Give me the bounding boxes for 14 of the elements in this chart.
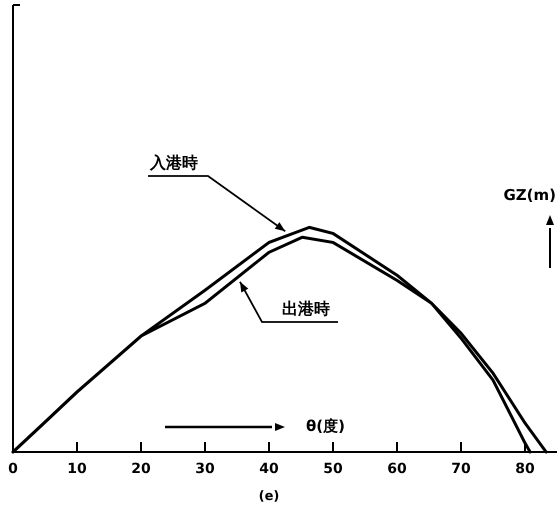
x-tick-label: 80 xyxy=(515,461,535,477)
y-axis-title: GZ(m) xyxy=(503,186,556,204)
x-axis-title: θ(度) xyxy=(306,417,345,435)
x-tick-label: 50 xyxy=(323,461,343,477)
text: (e) xyxy=(258,489,280,504)
x-tick-label: 60 xyxy=(387,461,407,477)
x-tick-label: 70 xyxy=(451,461,471,477)
x-tick-label: 10 xyxy=(67,461,87,477)
x-tick-label: 0 xyxy=(8,461,18,477)
text: 出港時 xyxy=(282,299,330,318)
x-tick-label: 30 xyxy=(195,461,215,477)
x-tick-label: 20 xyxy=(131,461,151,477)
x-tick-label: 40 xyxy=(259,461,279,477)
text: 入港時 xyxy=(149,153,198,172)
